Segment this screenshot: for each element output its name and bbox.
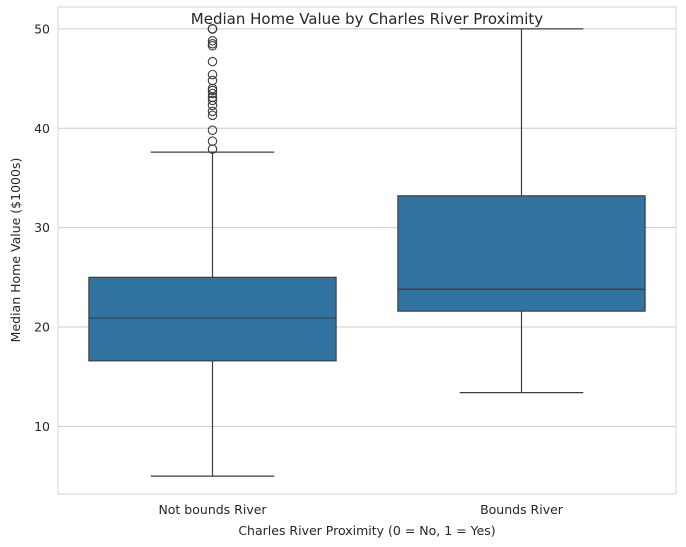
y-tick-label-10: 10 [34,419,50,434]
x-axis-label: Charles River Proximity (0 = No, 1 = Yes… [238,523,495,538]
box-1-outlier-16 [207,39,218,49]
x-tick-label-1: Not bounds River [158,502,267,517]
plot-frame [57,6,677,495]
box-1-outlier-4 [207,110,218,121]
x-tick-label-2: Bounds River [480,502,564,517]
y-tick-label-50: 50 [34,21,50,36]
box-1-outlier-13 [207,69,218,80]
box-1-outlier-14 [207,56,218,67]
box-1-outlier-12 [207,75,218,86]
x-tick-labels: Not bounds River Bounds River [158,502,563,517]
y-axis-label: Median Home Value ($1000s) [8,158,23,343]
chart-title: Median Home Value by Charles River Proxi… [191,10,544,28]
y-tick-label-40: 40 [34,121,50,136]
box-1-outlier-17 [207,36,218,46]
box-1-outlier-21 [207,24,218,34]
box-1-iqr-box [88,276,337,362]
box-1-outlier-2 [207,136,218,146]
boxes [88,24,646,477]
y-tick-label-20: 20 [34,320,50,335]
y-tick-labels: 10 20 30 40 50 [34,21,50,434]
box-1-outlier-7 [207,95,218,106]
box-1-outlier-5 [207,106,218,117]
box-2-iqr-box [397,195,646,312]
box-1-outlier-9 [207,88,218,99]
y-tick-label-30: 30 [34,220,50,235]
box-1-outlier-3 [207,125,218,135]
